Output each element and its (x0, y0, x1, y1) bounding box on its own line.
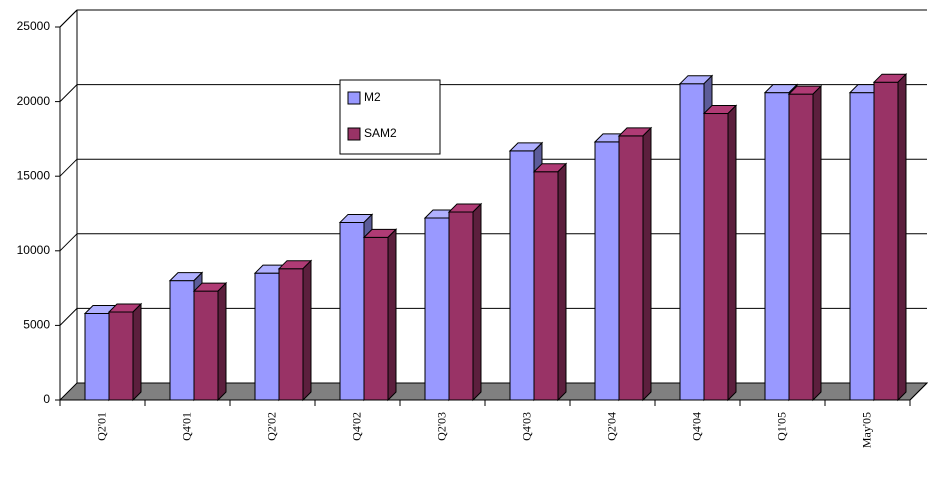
bar-side (642, 126, 652, 402)
bar-side (472, 202, 482, 402)
y-tick-label: 15000 (17, 168, 51, 182)
bar-side (132, 302, 142, 402)
bar-front (193, 290, 219, 401)
bar-side (812, 84, 822, 402)
y-tick-label: 10000 (17, 243, 51, 257)
x-tick-label: May'05 (859, 412, 873, 448)
y-tick-label: 20000 (17, 94, 51, 108)
bar-front (509, 150, 535, 401)
y-tick-label: 0 (43, 392, 50, 406)
x-tick-label: Q4'04 (689, 412, 703, 441)
grid-line-side (59, 9, 78, 28)
legend-swatch (347, 91, 361, 105)
bar (107, 302, 143, 402)
bar-front (788, 93, 814, 401)
grid-line-side (59, 158, 78, 177)
bar-side (217, 281, 227, 402)
bar-front (254, 272, 280, 401)
bar-side (897, 72, 907, 402)
bar (277, 259, 313, 402)
x-tick-label: Q2'04 (604, 412, 618, 441)
bar-front (424, 217, 450, 401)
legend-swatch (347, 127, 361, 141)
legend-box (339, 79, 441, 155)
bar (787, 84, 823, 402)
x-tick-label: Q2'02 (264, 412, 278, 441)
bar-side (387, 228, 397, 402)
bar-front (448, 211, 474, 401)
bar (532, 162, 568, 402)
bar-front (764, 92, 790, 401)
bar (617, 126, 653, 402)
x-tick-label: Q2'01 (94, 412, 108, 441)
legend-label: M2 (364, 90, 381, 104)
bar-front (533, 171, 559, 401)
bar-front (278, 268, 304, 401)
x-tick-label: Q4'03 (519, 412, 533, 441)
bar-front (84, 312, 110, 401)
y-tick-label: 5000 (23, 318, 50, 332)
grid-line-side (59, 308, 78, 326)
x-tick-label: Q1'05 (774, 412, 788, 441)
legend-label: SAM2 (364, 126, 397, 140)
x-tick-label: Q4'02 (349, 412, 363, 441)
bar-front (594, 141, 620, 401)
x-axis-end (909, 382, 928, 401)
bar (362, 228, 398, 402)
x-tick-label: Q4'01 (179, 412, 193, 441)
bar-front (618, 135, 644, 401)
bar-front (339, 221, 365, 401)
bar-front (703, 113, 729, 401)
grid-line-side (59, 233, 78, 252)
y-tick-label: 25000 (17, 19, 51, 33)
bar-front (108, 311, 134, 401)
bar (192, 281, 228, 402)
bar-side (302, 259, 312, 402)
grid-line-side (59, 84, 78, 102)
bar-side (727, 104, 737, 402)
bar (447, 202, 483, 402)
bar (702, 104, 738, 402)
bar (872, 72, 908, 402)
bar-front (849, 92, 875, 401)
bar-front (363, 236, 389, 401)
bar-front (169, 280, 195, 401)
bar-side (557, 162, 567, 402)
bar-front (873, 81, 899, 401)
bar-front (679, 83, 705, 401)
x-tick-label: Q2'03 (434, 412, 448, 441)
